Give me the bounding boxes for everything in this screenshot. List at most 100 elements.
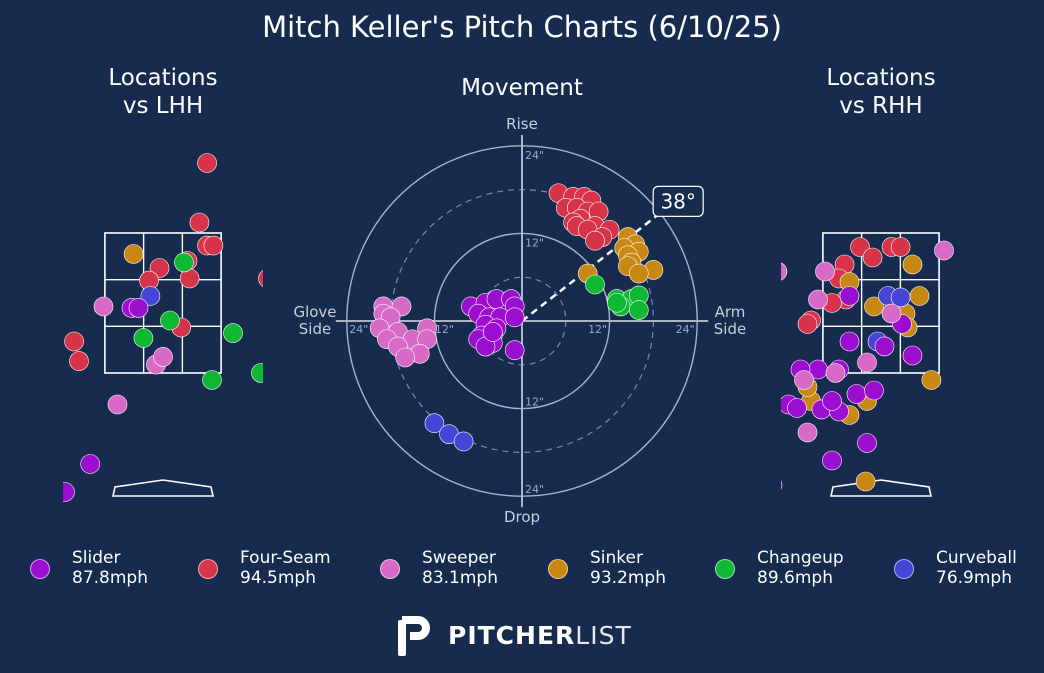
pitch-points: [63, 153, 263, 502]
pitch-point-sweeper: [153, 347, 173, 367]
pitch-point-slider: [846, 384, 867, 404]
pitch-point-changeup: [223, 323, 243, 343]
legend-speed: 83.1mph: [422, 568, 498, 588]
axis-label-arm-side: Arm: [715, 303, 746, 321]
pitch-point-slider: [874, 336, 895, 357]
axis-label-glove-side: Glove: [293, 303, 336, 321]
pitch-point-sweeper: [808, 289, 828, 310]
ring-label: 24": [676, 323, 695, 336]
pitch-point-four-seam: [197, 153, 217, 173]
pitch-point-slider: [839, 286, 860, 306]
pitch-point-sweeper: [760, 378, 779, 397]
pitch-point-slider: [63, 482, 75, 502]
movement-point-slider: [504, 340, 525, 361]
pitch-point-changeup: [160, 310, 180, 331]
legend-marker-four-seam: [198, 559, 218, 579]
movement-point-four-seam: [585, 230, 605, 251]
pitch-point-slider: [839, 331, 860, 352]
movement-point-changeup: [585, 274, 605, 295]
axis-label-rise: Rise: [506, 115, 538, 133]
movement-point-slider: [482, 322, 503, 342]
pitch-point-slider: [787, 398, 807, 418]
movement-point-slider: [504, 307, 525, 328]
movement-point-sinker: [628, 263, 649, 284]
pitch-point-changeup: [202, 370, 222, 390]
legend-speed: 93.2mph: [590, 568, 666, 588]
movement-point-changeup: [628, 300, 649, 320]
axis-label-arm-side: Side: [714, 320, 746, 338]
legend-marker-slider: [30, 559, 50, 579]
pitch-point-changeup: [174, 252, 194, 273]
pitch-point-four-seam: [258, 270, 263, 287]
legend-label: Slider: [72, 548, 121, 568]
axis-label-glove-side: Side: [299, 320, 331, 338]
locations-rhh-title: Locations vs RHH: [826, 65, 936, 119]
legend-speed: 87.8mph: [72, 568, 148, 588]
pitch-point-slider: [902, 345, 923, 366]
legend-marker-changeup: [715, 559, 735, 579]
arm-angle-box: [652, 185, 704, 217]
pitch-point-slider: [781, 480, 783, 490]
legend-label: Sweeper: [422, 548, 496, 568]
pitch-point-sinker: [855, 471, 876, 492]
ring-label: 24": [525, 483, 544, 496]
legend-marker-curveball: [894, 559, 914, 579]
pitch-point-slider: [857, 433, 877, 453]
pitch-point-curveball: [890, 287, 911, 308]
pitch-point-sweeper: [794, 370, 814, 390]
movement-point-curveball: [453, 431, 474, 452]
pitch-point-sweeper: [934, 240, 954, 261]
movement-title: Movement: [461, 75, 583, 101]
pitch-point-sinker: [921, 370, 942, 390]
legend-marker-sinker: [548, 559, 568, 579]
ring-label: 12": [525, 236, 544, 249]
pitcherlist-wordmark: PITCHERLIST: [448, 621, 632, 650]
pitch-point-four-seam: [890, 237, 911, 257]
pitch-point-slider: [822, 450, 842, 471]
pitch-point-sweeper: [107, 394, 128, 415]
movement-points: [369, 183, 664, 452]
pitcherlist-logo: PITCHERLIST: [396, 612, 631, 658]
pitch-point-sinker: [909, 286, 930, 306]
ring-label: 12": [525, 396, 544, 409]
legend-speed: 94.5mph: [240, 568, 316, 588]
movement-point-sweeper: [395, 347, 416, 368]
chart-title: Mitch Keller's Pitch Charts (6/10/25): [262, 10, 782, 44]
pitch-point-changeup: [251, 363, 263, 383]
pitch-point-four-seam: [862, 247, 883, 268]
pitch-point-sweeper: [881, 303, 902, 324]
pitch-point-curveball: [140, 286, 161, 306]
locations-vs-rhh-panel: [760, 232, 954, 497]
pitch-point-slider: [128, 298, 149, 318]
legend-label: Four-Seam: [240, 548, 331, 568]
locations-lhh-title: Locations vs LHH: [108, 65, 218, 119]
locations-vs-lhh-panel: [63, 153, 263, 502]
home-plate: [112, 479, 214, 497]
ring-label: 24": [525, 149, 544, 162]
axis-label-drop: Drop: [504, 508, 540, 526]
pitch-point-four-seam: [797, 314, 818, 334]
pitch-point-sweeper: [781, 262, 788, 281]
legend-label: Sinker: [590, 548, 643, 568]
home-plate: [830, 479, 932, 497]
legend-marker-sweeper: [380, 559, 400, 579]
pitch-point-sinker: [123, 244, 144, 264]
pitch-point-sweeper: [825, 363, 846, 383]
pitch-point-slider: [822, 391, 842, 411]
legend-label: Curveball: [936, 548, 1017, 568]
pitch-point-sinker: [864, 296, 884, 317]
pitch-point-sweeper: [815, 261, 835, 282]
brand-light: LIST: [575, 621, 632, 650]
pitch-point-slider: [80, 454, 100, 474]
legend-speed: 89.6mph: [757, 568, 833, 588]
ring-label: 12": [435, 323, 454, 336]
ring-label: 12": [588, 323, 607, 336]
pitch-point-four-seam: [189, 212, 210, 233]
ring-label: 24": [349, 323, 368, 336]
pitch-point-slider: [864, 380, 884, 401]
pitch-point-four-seam: [69, 351, 89, 371]
strike-zone: [104, 232, 222, 374]
pitch-point-sweeper: [93, 296, 114, 317]
pitch-point-four-seam: [203, 235, 224, 256]
